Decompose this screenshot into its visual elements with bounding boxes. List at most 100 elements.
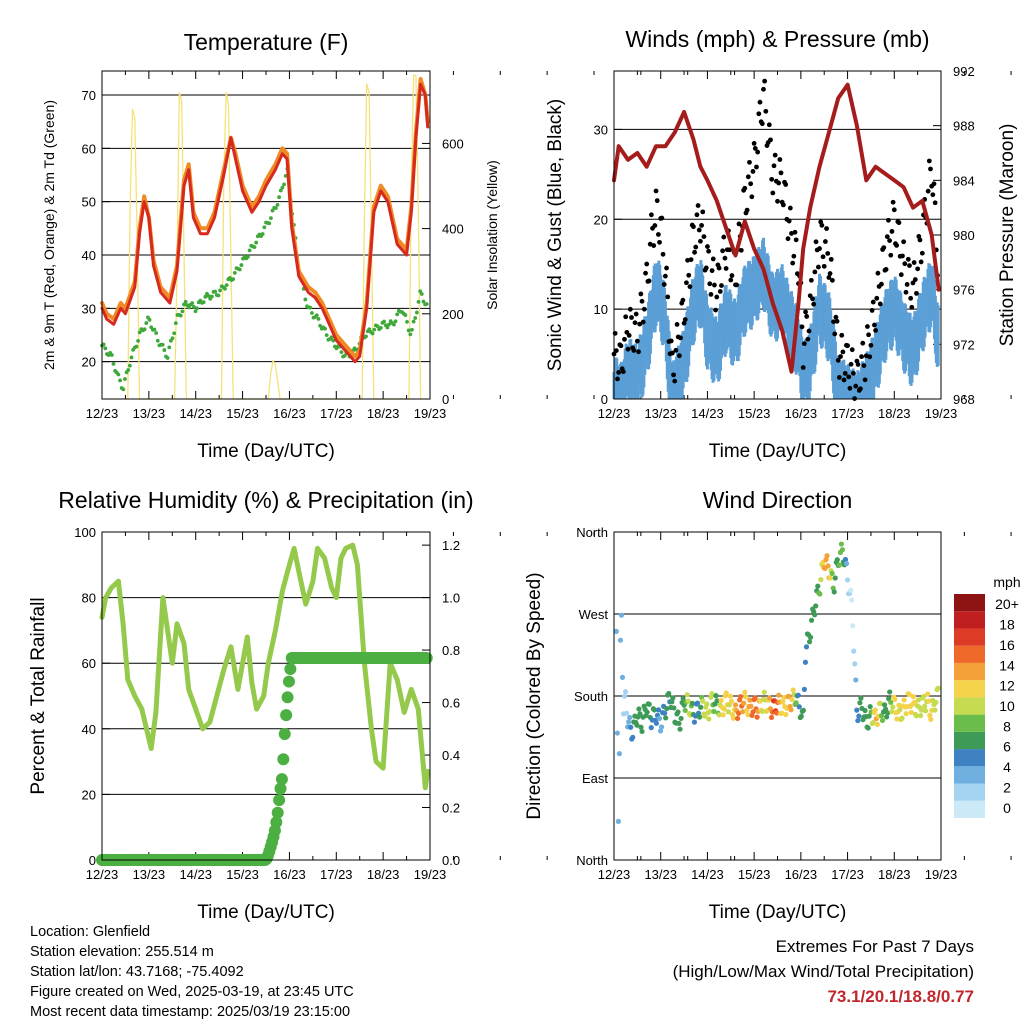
gust-point: [699, 222, 704, 228]
dewpoint-point: [154, 331, 159, 335]
gust-point: [706, 248, 711, 254]
gust-point: [918, 259, 924, 265]
dewpoint-point: [385, 325, 390, 330]
direction-point: [713, 693, 719, 699]
direction-point: [759, 708, 765, 714]
gust-point: [707, 281, 713, 287]
gust-point: [908, 295, 914, 301]
x-tick-label: 16/23: [785, 406, 818, 421]
direction-point: [789, 696, 795, 703]
gust-point: [696, 227, 702, 233]
direction-point: [815, 583, 821, 589]
x-axis-label: Time (Day/UTC): [197, 902, 335, 923]
dewpoint-point: [160, 342, 165, 347]
direction-point: [768, 714, 775, 721]
chart-title: Wind Direction: [703, 487, 853, 513]
gust-point: [819, 222, 825, 228]
gust-point: [919, 250, 925, 256]
direction-point: [790, 687, 796, 693]
dewpoint-point: [231, 277, 236, 282]
t9m-line: [100, 77, 430, 359]
colorbar-tick-label: 4: [1003, 759, 1011, 775]
station-location: Location: Glenfield: [30, 924, 151, 940]
gust-point: [928, 166, 933, 172]
y-right-axis-label: Station Pressure (Maroon): [997, 124, 1018, 347]
dewpoint-point: [310, 311, 314, 315]
dewpoint-point: [183, 299, 188, 304]
direction-point: [922, 703, 928, 709]
direction-point: [853, 677, 859, 683]
direction-point: [812, 612, 818, 618]
gust-point: [853, 383, 859, 389]
direction-point: [910, 694, 916, 700]
dewpoint-point: [273, 206, 278, 211]
gust-point: [875, 270, 881, 276]
gust-point: [708, 291, 714, 297]
gust-point: [786, 218, 792, 224]
dewpoint-point: [223, 286, 227, 291]
dewpoint-point: [136, 338, 140, 343]
gust-point: [824, 226, 829, 231]
recent-timestamp: Most recent data timestamp: 2025/03/19 2…: [30, 1004, 351, 1020]
gust-point: [874, 295, 880, 301]
direction-point: [838, 541, 845, 547]
gust-point: [860, 340, 866, 346]
colorbar-swatch: [954, 731, 985, 750]
dewpoint-point: [180, 309, 185, 314]
dewpoint-point: [393, 319, 398, 324]
pressure-line: [612, 82, 941, 374]
gust-point: [772, 152, 778, 158]
y-tick-label: 100: [74, 525, 96, 540]
dewpoint-point: [367, 327, 372, 332]
direction-point: [850, 623, 856, 629]
direction-point: [689, 700, 695, 707]
x-tick-label: 15/23: [738, 867, 771, 882]
direction-point: [892, 696, 898, 703]
colorbar-tick-label: 12: [999, 678, 1015, 694]
gust-point: [639, 298, 645, 304]
dewpoint-point: [232, 270, 237, 275]
direction-point: [862, 707, 868, 714]
colorbar-tick-label: 0: [1003, 800, 1011, 816]
direction-point: [776, 692, 782, 698]
gust-point: [705, 244, 710, 249]
gust-point: [631, 348, 637, 353]
direction-point: [744, 707, 750, 714]
gust-point: [668, 338, 674, 344]
direction-point: [932, 707, 938, 713]
gust-point: [902, 261, 908, 267]
extremes-subtitle: (High/Low/Max Wind/Total Precipitation): [672, 962, 974, 981]
direction-point: [725, 709, 731, 715]
gust-point: [800, 365, 806, 370]
y-tick-label: 20: [82, 355, 96, 370]
direction-point: [655, 707, 662, 713]
y-axis-label: Sonic Wind & Gust (Blue, Black): [545, 99, 566, 371]
direction-point: [702, 713, 708, 719]
x-tick-label: 18/23: [367, 867, 400, 882]
rh-line: [99, 542, 431, 791]
y-tick-label: 40: [82, 248, 96, 263]
y-right-tick-label: 992: [953, 64, 975, 79]
gust-point: [712, 282, 717, 288]
y-right-tick-label: 988: [953, 119, 975, 134]
t2m-line: [100, 82, 430, 364]
gust-point: [870, 299, 876, 305]
gust-point: [904, 282, 910, 287]
station-elevation: Station elevation: 255.514 m: [30, 944, 214, 960]
y-right-tick-label: 972: [953, 337, 975, 352]
precip-point: [280, 709, 293, 722]
dewpoint-point: [195, 306, 200, 311]
dewpoint-point: [203, 294, 208, 299]
direction-point: [706, 716, 712, 722]
gust-point: [851, 370, 856, 376]
gust-point: [729, 273, 735, 278]
gust-point: [682, 317, 688, 322]
gust-point: [757, 99, 763, 105]
direction-series: [613, 541, 941, 824]
gust-point: [867, 354, 873, 360]
dewpoint-point: [375, 324, 380, 329]
direction-point: [827, 575, 833, 581]
y-tick-label: 80: [82, 591, 96, 606]
gust-point: [909, 304, 915, 310]
gust-point: [655, 232, 661, 237]
